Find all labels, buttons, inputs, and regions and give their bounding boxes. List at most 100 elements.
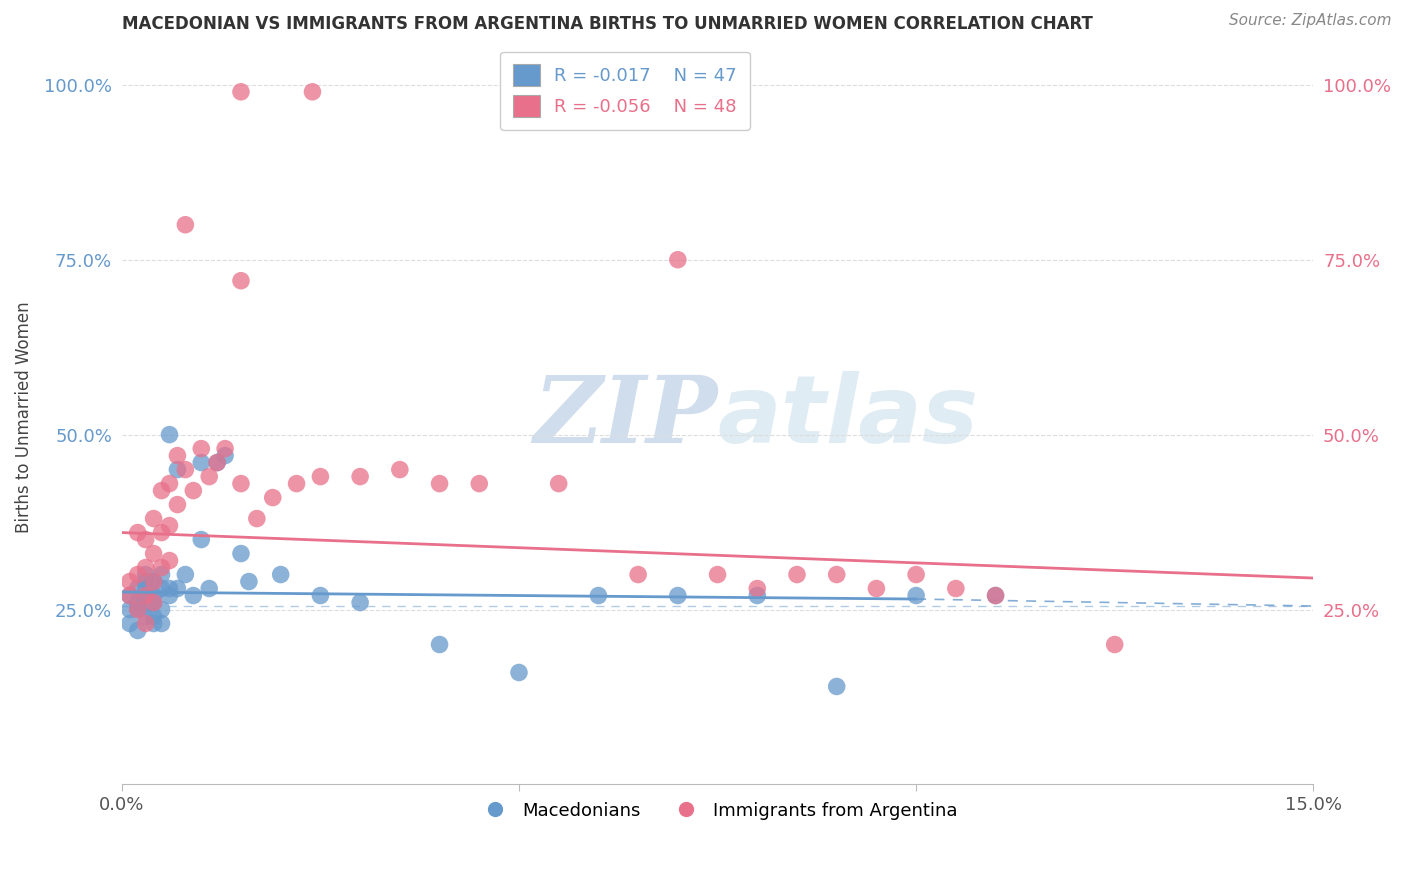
Point [285,476,308,491]
Point [627,567,650,582]
Point [127,582,149,596]
Point [142,547,165,561]
Point [229,476,252,491]
Point [984,589,1007,603]
Point [229,274,252,288]
Point [127,595,149,609]
Point [135,595,157,609]
Text: atlas: atlas [717,371,979,463]
Y-axis label: Births to Unmarried Women: Births to Unmarried Women [15,301,32,533]
Text: MACEDONIAN VS IMMIGRANTS FROM ARGENTINA BIRTHS TO UNMARRIED WOMEN CORRELATION CH: MACEDONIAN VS IMMIGRANTS FROM ARGENTINA … [122,15,1092,33]
Point [166,462,188,476]
Point [159,427,181,442]
Point [150,525,173,540]
Point [166,449,188,463]
Point [150,567,173,582]
Point [429,476,451,491]
Point [309,589,332,603]
Point [825,567,848,582]
Point [127,567,149,582]
Point [945,582,967,596]
Point [825,680,848,694]
Point [142,616,165,631]
Point [190,442,212,456]
Point [905,567,928,582]
Point [159,518,181,533]
Point [388,462,411,476]
Point [246,511,269,525]
Point [468,476,491,491]
Point [150,582,173,596]
Point [135,616,157,631]
Point [270,567,292,582]
Point [118,574,141,589]
Point [429,638,451,652]
Point [127,602,149,616]
Point [229,85,252,99]
Point [181,483,204,498]
Point [142,595,165,609]
Point [190,533,212,547]
Point [262,491,284,505]
Point [508,665,530,680]
Point [159,582,181,596]
Point [174,567,197,582]
Point [181,589,204,603]
Point [150,616,173,631]
Point [174,218,197,232]
Point [205,456,228,470]
Point [205,456,228,470]
Point [190,456,212,470]
Point [547,476,569,491]
Point [135,609,157,624]
Point [198,582,221,596]
Point [135,582,157,596]
Point [159,553,181,567]
Point [301,85,323,99]
Point [238,574,260,589]
Point [142,589,165,603]
Point [588,589,610,603]
Point [135,533,157,547]
Point [127,525,149,540]
Point [135,589,157,603]
Point [229,547,252,561]
Point [309,469,332,483]
Point [984,589,1007,603]
Point [349,595,371,609]
Point [905,589,928,603]
Point [166,582,188,596]
Point [142,595,165,609]
Point [747,589,769,603]
Point [747,582,769,596]
Point [118,589,141,603]
Point [214,442,236,456]
Point [198,469,221,483]
Point [174,462,197,476]
Legend: Macedonians, Immigrants from Argentina: Macedonians, Immigrants from Argentina [470,795,965,827]
Point [349,469,371,483]
Point [142,574,165,589]
Point [159,589,181,603]
Point [118,616,141,631]
Point [1104,638,1126,652]
Point [142,574,165,589]
Point [150,560,173,574]
Point [135,567,157,582]
Text: ZIP: ZIP [533,372,717,462]
Point [118,602,141,616]
Point [786,567,808,582]
Point [214,449,236,463]
Point [166,498,188,512]
Point [135,589,157,603]
Point [127,624,149,638]
Text: Source: ZipAtlas.com: Source: ZipAtlas.com [1229,13,1392,29]
Point [150,483,173,498]
Point [666,589,689,603]
Point [706,567,728,582]
Point [142,511,165,525]
Point [142,609,165,624]
Point [666,252,689,267]
Point [159,476,181,491]
Point [135,560,157,574]
